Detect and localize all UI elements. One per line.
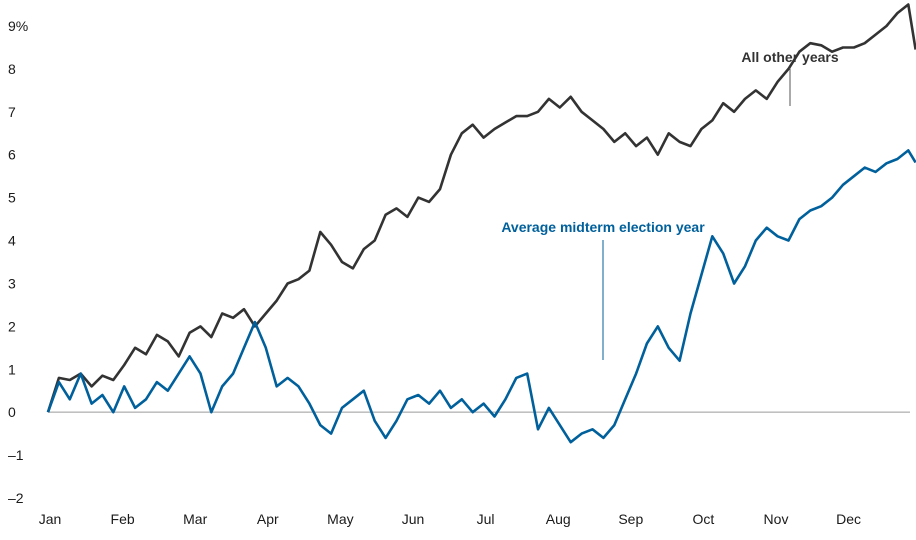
x-tick-label: Mar [183, 511, 207, 527]
y-tick-label: 2 [8, 318, 16, 334]
y-axis-ticks: 9% 8 7 6 5 4 3 2 1 0 –1 –2 [8, 18, 28, 506]
y-tick-label: 6 [8, 147, 16, 163]
annotation-all-other-years: All other years [741, 49, 838, 65]
y-tick-label: 7 [8, 104, 16, 120]
y-tick-label: 1 [8, 361, 16, 377]
y-tick-label: –2 [8, 490, 24, 506]
y-tick-label: 8 [8, 61, 16, 77]
x-tick-label: Aug [546, 511, 571, 527]
series-layer [46, 3, 916, 444]
annotation-average-midterm-election-year: Average midterm election year [501, 219, 705, 235]
x-tick-label: Jun [402, 511, 425, 527]
x-tick-label: Nov [764, 511, 789, 527]
x-tick-label: Sep [618, 511, 643, 527]
x-tick-label: Dec [836, 511, 861, 527]
y-tick-label: 3 [8, 275, 16, 291]
x-tick-label: Apr [257, 511, 279, 527]
y-tick-label: 5 [8, 190, 16, 206]
y-tick-label: 0 [8, 404, 16, 420]
x-tick-label: Oct [693, 511, 715, 527]
x-tick-label: May [327, 511, 353, 527]
x-tick-label: Jan [39, 511, 62, 527]
y-tick-label: –1 [8, 447, 24, 463]
y-tick-label: 4 [8, 233, 16, 249]
series-line-all-other-years [46, 3, 916, 413]
x-tick-label: Feb [111, 511, 135, 527]
y-tick-label: 9% [8, 18, 28, 34]
x-axis-ticks: Jan Feb Mar Apr May Jun Jul Aug Sep Oct Nov Dec [39, 511, 861, 527]
x-tick-label: Jul [477, 511, 495, 527]
series-line-average-midterm-election-year [46, 149, 916, 444]
annotation-layer: All other years Average midterm election… [501, 49, 839, 360]
